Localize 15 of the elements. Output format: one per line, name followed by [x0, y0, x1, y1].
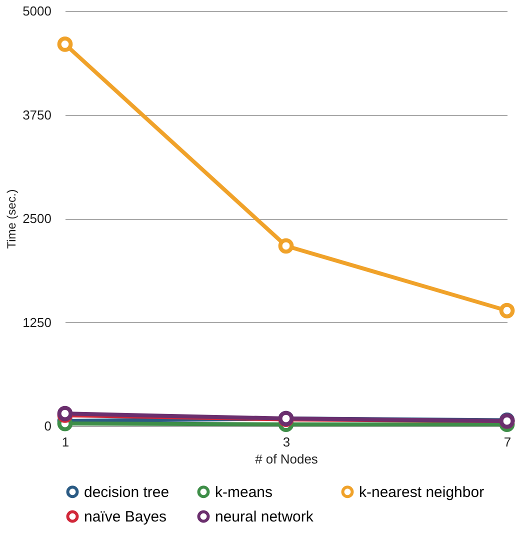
- y-tick-label: 1250: [22, 314, 52, 330]
- x-tick-label: 1: [62, 434, 70, 450]
- y-tick-label: 2500: [22, 211, 52, 226]
- y-axis-title: Time (sec.): [4, 189, 19, 249]
- x-tick-label: 3: [282, 434, 290, 450]
- legend-label: k-means: [215, 484, 273, 501]
- legend-label: k-nearest neighbor: [359, 484, 484, 501]
- y-tick-label: 5000: [22, 4, 52, 18]
- y-tick-label: 0: [44, 418, 52, 434]
- x-axis-title: # of Nodes: [255, 452, 318, 466]
- legend-label: decision tree: [84, 484, 170, 501]
- y-tick-label: 3750: [22, 107, 52, 122]
- legend-label: naïve Bayes: [84, 508, 167, 526]
- x-tick-label: 7: [504, 434, 512, 450]
- legend-label: neural network: [215, 508, 314, 526]
